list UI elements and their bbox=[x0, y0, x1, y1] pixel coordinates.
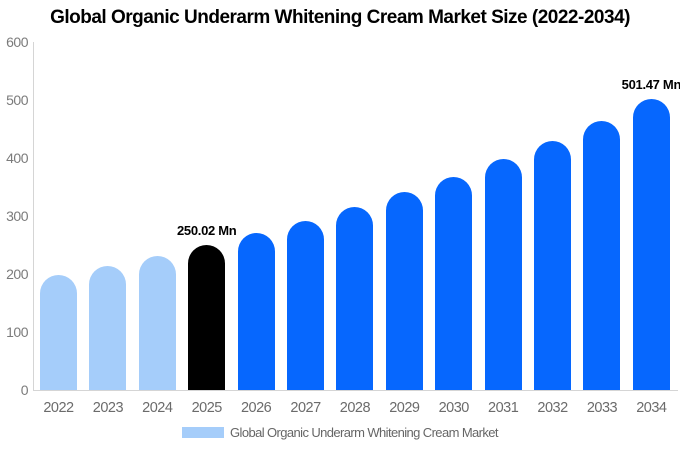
bar-2024 bbox=[138, 255, 176, 390]
y-tick-label: 200 bbox=[6, 266, 28, 282]
bar-cell: 2022 bbox=[40, 42, 77, 416]
bar-cell: 250.02 Mn 2025 bbox=[177, 42, 237, 416]
x-tick-label: 2032 bbox=[537, 400, 568, 416]
x-tick-label: 2027 bbox=[290, 400, 321, 416]
x-tick-label: 2024 bbox=[142, 400, 173, 416]
x-tick-label: 2034 bbox=[636, 400, 667, 416]
bar-2026 bbox=[237, 233, 275, 390]
y-tick-label: 300 bbox=[6, 208, 28, 224]
bar-2033 bbox=[583, 120, 621, 390]
bar-cell: 2027 bbox=[287, 42, 325, 416]
y-tick-label: 500 bbox=[6, 92, 28, 108]
bar-2022 bbox=[40, 275, 77, 390]
bar-2032 bbox=[534, 140, 572, 390]
bar-cell: 501.47 Mn 2034 bbox=[622, 42, 680, 416]
bar-cell: 2023 bbox=[89, 42, 127, 416]
bar-2027 bbox=[287, 220, 325, 390]
bar-cell: 2024 bbox=[138, 42, 176, 416]
x-tick-label: 2031 bbox=[488, 400, 519, 416]
plot-area: 0 100 200 300 400 500 600 2022 2023 2024 250.02 M… bbox=[0, 34, 680, 416]
bars-row: 2022 2023 2024 250.02 Mn 2025 2026 2027 2028 202… bbox=[34, 42, 680, 416]
bar-2028 bbox=[336, 207, 374, 390]
bar-cell: 2026 bbox=[237, 42, 275, 416]
x-axis-line bbox=[33, 390, 678, 391]
legend: Global Organic Underarm Whitening Cream … bbox=[0, 425, 680, 440]
bar-cell: 2033 bbox=[583, 42, 621, 416]
bar-2025 bbox=[188, 245, 226, 390]
y-tick-label: 600 bbox=[6, 34, 28, 50]
x-tick-label: 2030 bbox=[438, 400, 470, 416]
bar-2034 bbox=[632, 99, 670, 390]
chart-title: Global Organic Underarm Whitening Cream … bbox=[50, 7, 630, 28]
bar-2023 bbox=[89, 265, 127, 390]
x-tick-label: 2022 bbox=[43, 400, 74, 416]
bar-value-label: 250.02 Mn bbox=[176, 223, 237, 238]
bar-cell: 2032 bbox=[534, 42, 572, 416]
x-tick-label: 2026 bbox=[240, 400, 272, 416]
bar-2031 bbox=[484, 159, 522, 390]
y-tick-label: 100 bbox=[6, 324, 28, 340]
bar-cell: 2028 bbox=[336, 42, 374, 416]
bar-cell: 2029 bbox=[385, 42, 423, 416]
bar-cell: 2030 bbox=[435, 42, 473, 416]
x-tick-label: 2029 bbox=[389, 400, 420, 416]
bar-2030 bbox=[435, 176, 473, 390]
x-tick-label: 2033 bbox=[586, 400, 618, 416]
bar-value-label: 501.47 Mn bbox=[621, 77, 680, 93]
legend-label: Global Organic Underarm Whitening Cream … bbox=[230, 425, 499, 440]
y-tick-label: 0 bbox=[20, 382, 29, 398]
y-axis-line bbox=[33, 42, 34, 390]
x-tick-label: 2028 bbox=[339, 400, 371, 416]
legend-swatch bbox=[182, 427, 225, 438]
x-tick-label: 2023 bbox=[92, 400, 124, 416]
x-tick-label: 2025 bbox=[191, 400, 223, 416]
bar-cell: 2031 bbox=[484, 42, 522, 416]
y-tick-label: 400 bbox=[6, 150, 28, 166]
bar-2029 bbox=[385, 192, 423, 390]
